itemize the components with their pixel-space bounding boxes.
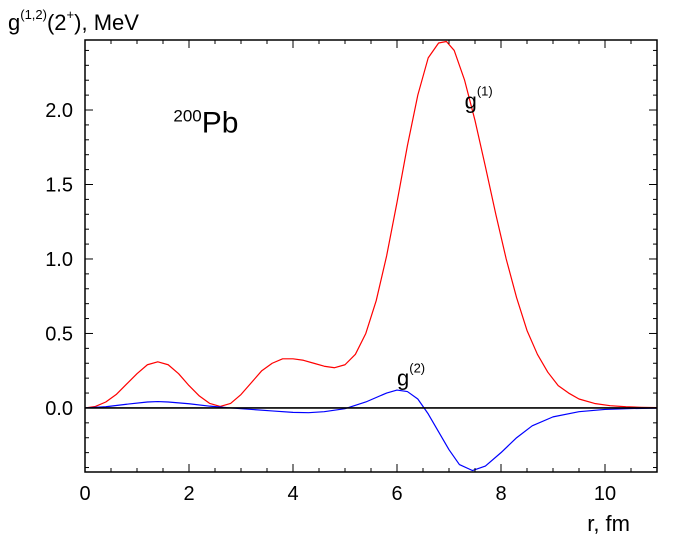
x-axis-title: r, fm (587, 511, 630, 536)
annotation-nucleus-symbol: Pb (202, 106, 239, 139)
x-tick-label: 8 (495, 483, 506, 505)
y-axis-title-sup2: + (67, 7, 75, 22)
annotation-g1-label-sup: (1) (477, 84, 493, 99)
tick-labels: 0 2 4 6 8 10 0.0 0.5 1.0 1.5 2.0 (45, 100, 616, 505)
y-axis-title-mid: (2 (47, 10, 67, 35)
x-tick-label: 2 (183, 483, 194, 505)
series-g2-line (85, 390, 657, 470)
y-tick-label: 0.5 (45, 323, 73, 345)
y-axis-title-sup: (1,2) (20, 7, 47, 22)
y-axis-title-tail: ), MeV (74, 10, 139, 35)
annotation-g1-label: g(1) (465, 84, 493, 114)
y-tick-label: 0.0 (45, 398, 73, 420)
y-axis-title: g(1,2)(2+), MeV (8, 7, 139, 35)
annotation-g2-label: g(2) (397, 361, 425, 391)
y-tick-label: 2.0 (45, 100, 73, 122)
x-tick-label: 4 (287, 483, 298, 505)
annotation-nucleus-mass: 200 (173, 106, 201, 125)
annotation-g2-label-sup: (2) (409, 361, 425, 376)
x-tick-label: 0 (79, 483, 90, 505)
annotation-g2-label-base: g (397, 366, 409, 391)
annotation-g1-label-base: g (465, 89, 477, 114)
y-axis-title-base: g (8, 10, 20, 35)
y-tick-label: 1.0 (45, 249, 73, 271)
series-layer (85, 41, 657, 470)
annotation-nucleus: 200Pb (173, 106, 238, 139)
x-tick-label: 10 (594, 483, 616, 505)
x-tick-label: 6 (391, 483, 402, 505)
y-tick-label: 1.5 (45, 174, 73, 196)
series-g1-line (85, 41, 657, 407)
